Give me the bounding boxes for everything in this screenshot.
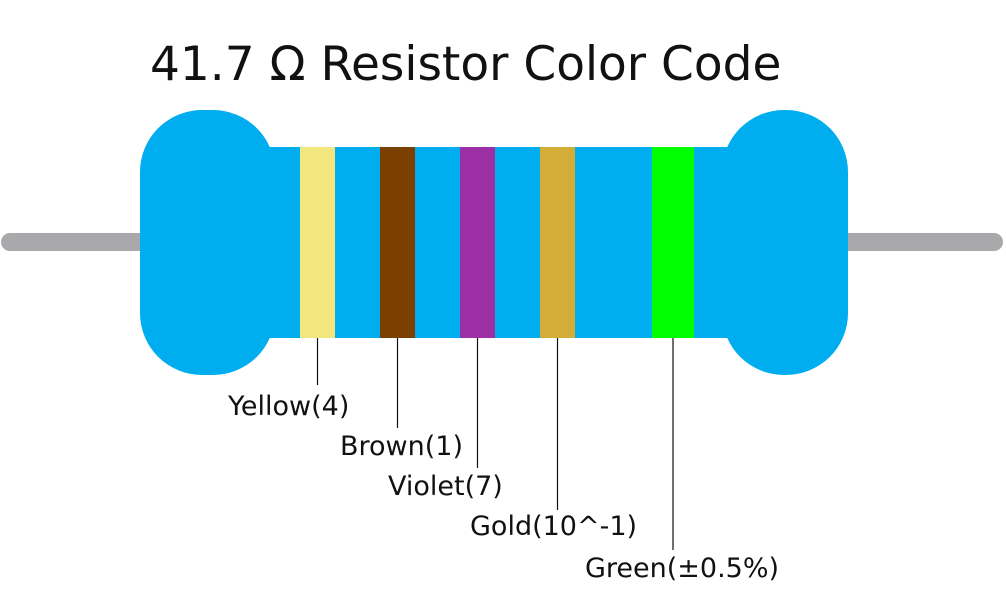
- band-label: Gold(10^-1): [470, 511, 637, 542]
- band-label: Brown(1): [340, 431, 463, 462]
- title: 41.7 Ω Resistor Color Code: [150, 37, 781, 92]
- right-cap: [722, 110, 848, 375]
- band-label: Green(±0.5%): [585, 553, 779, 584]
- color-band: [300, 147, 335, 338]
- band-label: Violet(7): [388, 471, 503, 502]
- color-band: [380, 147, 415, 338]
- color-band: [652, 147, 694, 338]
- color-band: [540, 147, 575, 338]
- band-label: Yellow(4): [227, 391, 349, 422]
- color-band: [460, 147, 495, 338]
- left-cap: [140, 110, 275, 375]
